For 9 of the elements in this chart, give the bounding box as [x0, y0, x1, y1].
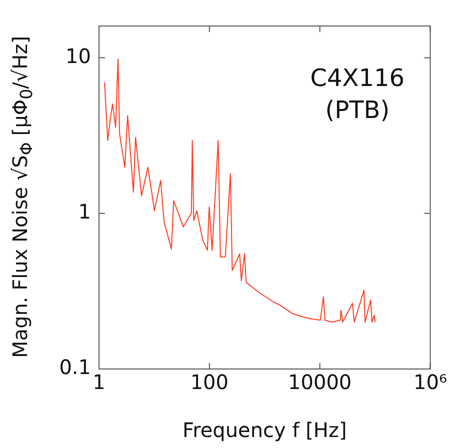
y-tick-label: 10 — [66, 44, 91, 68]
x-tick-label: 10⁶ — [414, 370, 447, 394]
annotation: C4X116 — [310, 64, 405, 92]
x-tick-label: 10000 — [288, 370, 352, 394]
x-axis-title: Frequency f [Hz] — [182, 418, 347, 442]
y-tick-label: 1 — [78, 200, 91, 224]
x-tick-label: 100 — [190, 370, 229, 394]
annotation: (PTB) — [325, 96, 390, 124]
y-tick-label: 0.1 — [59, 355, 91, 380]
